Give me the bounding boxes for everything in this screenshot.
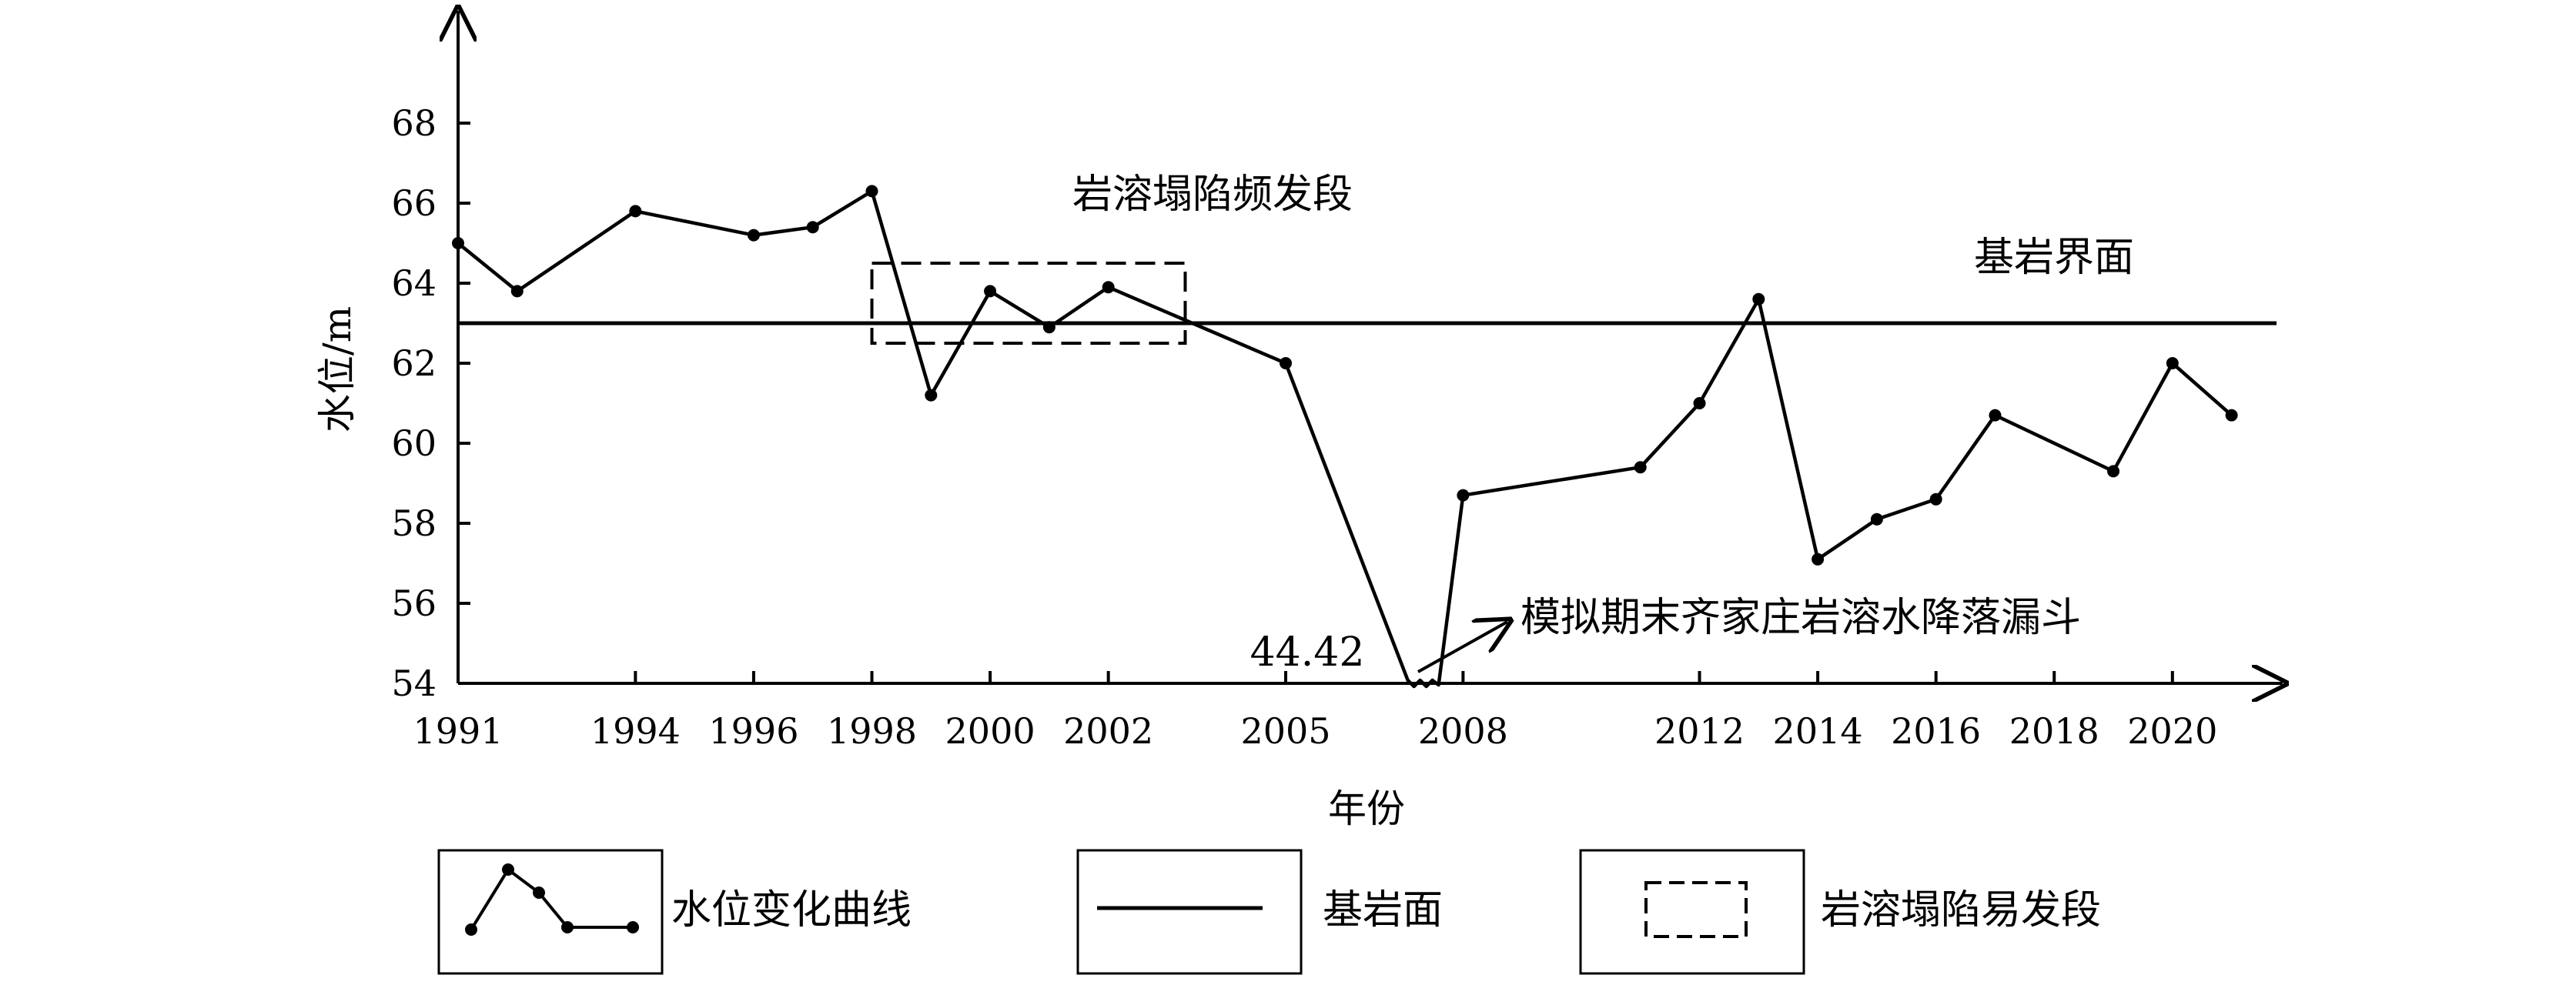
legend-marker xyxy=(627,921,639,933)
annotations: 44.42 模拟期末齐家庄岩溶水降落漏斗 xyxy=(1250,595,2081,676)
data-point xyxy=(1929,492,1942,506)
x-tick-label: 2020 xyxy=(2127,710,2217,752)
data-point xyxy=(1634,461,1647,474)
y-tick-label: 56 xyxy=(391,583,437,624)
data-point xyxy=(2166,357,2179,369)
data-point xyxy=(1693,397,1706,409)
legend-marker xyxy=(502,863,514,876)
bedrock-reference: 基岩界面 xyxy=(458,235,2277,326)
x-tick-label: 2016 xyxy=(1891,710,1981,752)
legend-item-bedrock: 基岩面 xyxy=(1076,849,1443,975)
data-point xyxy=(1812,553,1825,566)
legend-box-karst-zone xyxy=(1579,849,1805,975)
funnel-label: 模拟期末齐家庄岩溶水降落漏斗 xyxy=(1521,595,2081,641)
water-level-line xyxy=(457,189,2233,689)
min-value-label: 44.42 xyxy=(1250,629,1365,676)
water-level-points xyxy=(452,185,2238,566)
data-point xyxy=(1870,513,1883,526)
data-point xyxy=(1457,489,1470,502)
data-point xyxy=(747,229,760,242)
y-axis-label: 水位/m xyxy=(315,306,360,432)
y-tick-label: 68 xyxy=(391,102,437,144)
karst-collapse-box xyxy=(870,262,1187,345)
karst-collapse-label: 岩溶塌陷频发段 xyxy=(1072,172,1353,218)
data-point xyxy=(1280,357,1293,369)
x-tick-label: 2008 xyxy=(1418,710,1508,752)
x-tick-label: 1994 xyxy=(590,710,681,752)
data-point xyxy=(2107,465,2120,478)
legend-box-water-level xyxy=(437,849,664,975)
data-point xyxy=(984,285,997,298)
x-tick-label: 2018 xyxy=(2009,710,2099,752)
x-tick-label: 2012 xyxy=(1654,710,1745,752)
x-axis-label: 年份 xyxy=(1328,786,1405,831)
legend-marker xyxy=(533,886,545,899)
legend-swatch-karst-zone xyxy=(1644,881,1748,938)
legend-marker xyxy=(561,921,574,933)
data-point xyxy=(452,237,464,249)
data-point xyxy=(1102,281,1115,294)
data-point xyxy=(629,205,642,218)
y-tick-label: 58 xyxy=(391,503,437,544)
bedrock-line-label: 基岩界面 xyxy=(1974,235,2134,281)
x-tick-label: 1991 xyxy=(413,710,503,752)
legend-item-water-level: 水位变化曲线 xyxy=(437,849,912,975)
legend-swatch-water-level xyxy=(470,867,633,931)
legend-label-bedrock: 基岩面 xyxy=(1323,887,1443,933)
karst-collapse-zone: 岩溶塌陷频发段 xyxy=(870,172,1353,345)
legend-label-water-level: 水位变化曲线 xyxy=(671,887,912,933)
data-point xyxy=(1042,321,1055,334)
data-point xyxy=(510,285,524,298)
x-tick-label: 2000 xyxy=(945,710,1035,752)
x-tick-label: 2014 xyxy=(1773,710,1863,752)
y-tick-label: 66 xyxy=(391,182,437,224)
x-tick-label: 2005 xyxy=(1240,710,1330,752)
x-tick-label: 1998 xyxy=(827,710,917,752)
y-tick-label: 60 xyxy=(391,422,437,464)
data-point xyxy=(1752,292,1765,306)
data-point xyxy=(806,221,819,234)
legend: 水位变化曲线 基岩面 岩溶塌陷易发段 xyxy=(437,849,2101,975)
y-tick-label: 54 xyxy=(391,663,437,704)
x-axis-ticks: 1991 1994 1996 1998 2000 2002 2005 2008 2012 2014… xyxy=(413,671,2217,752)
data-point xyxy=(925,389,938,402)
data-point xyxy=(865,185,878,198)
x-tick-label: 1996 xyxy=(708,710,798,752)
y-axis-ticks: 54 56 58 60 62 64 66 68 xyxy=(391,102,470,704)
legend-marker xyxy=(465,923,477,936)
x-tick-label: 2002 xyxy=(1063,710,1153,752)
legend-box-bedrock xyxy=(1076,849,1303,975)
y-tick-label: 62 xyxy=(391,342,437,384)
legend-item-karst-zone: 岩溶塌陷易发段 xyxy=(1579,849,2101,975)
data-point xyxy=(1989,409,2002,422)
legend-label-karst-zone: 岩溶塌陷易发段 xyxy=(1821,887,2101,933)
y-tick-label: 64 xyxy=(391,262,437,304)
data-point xyxy=(2225,409,2238,422)
funnel-arrow xyxy=(1417,622,1507,673)
